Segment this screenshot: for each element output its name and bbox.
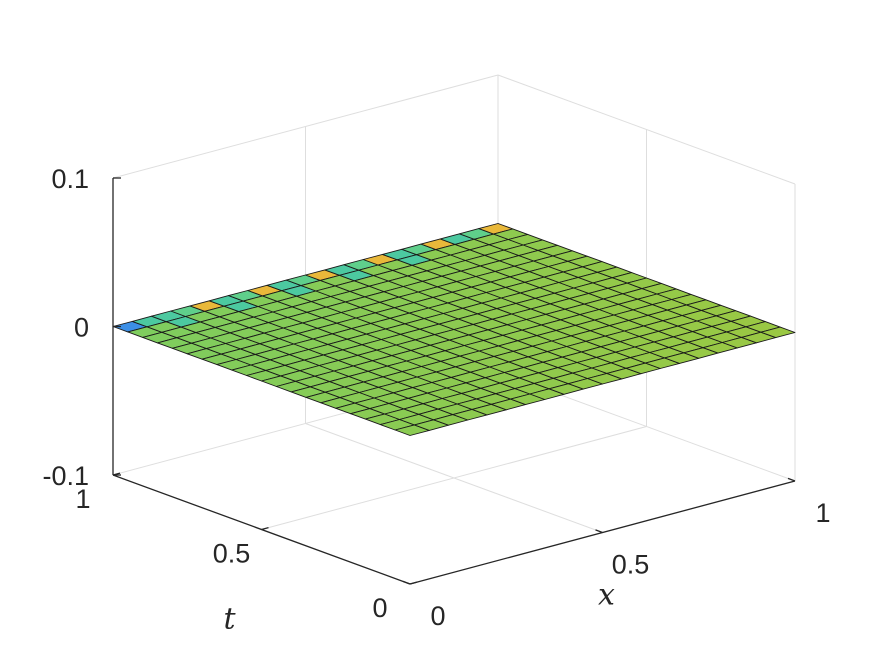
t-tick-label: 0.5 — [213, 539, 251, 569]
t-tick-mark — [112, 472, 121, 476]
x-tick-mark — [402, 580, 411, 585]
z-tick-label: -0.1 — [42, 461, 89, 491]
x-tick-label: 0.5 — [612, 550, 650, 580]
tick-labels: -0.1 0 0.1 0 0.5 1 0 0.5 1 — [42, 164, 830, 631]
surface-cell — [760, 326, 796, 339]
floor-grid-t-1 — [261, 426, 647, 530]
t-tick-mark — [409, 581, 418, 585]
x-tick-mark — [595, 529, 603, 534]
x-tick-mark — [787, 477, 796, 482]
z-tick-label: 0 — [74, 313, 89, 343]
t-axis-label: t — [223, 602, 236, 637]
t-tick-mark — [261, 526, 269, 531]
x-tick-label: 0 — [430, 601, 445, 631]
x-axis-label: x — [598, 578, 615, 613]
x-tick-label: 1 — [815, 498, 830, 528]
t-tick-label: 0 — [372, 593, 387, 623]
tick-marks — [112, 177, 796, 585]
surface-mesh — [112, 223, 796, 436]
t-tick-label: 1 — [75, 484, 90, 514]
z-tick-label: 0.1 — [51, 164, 89, 194]
